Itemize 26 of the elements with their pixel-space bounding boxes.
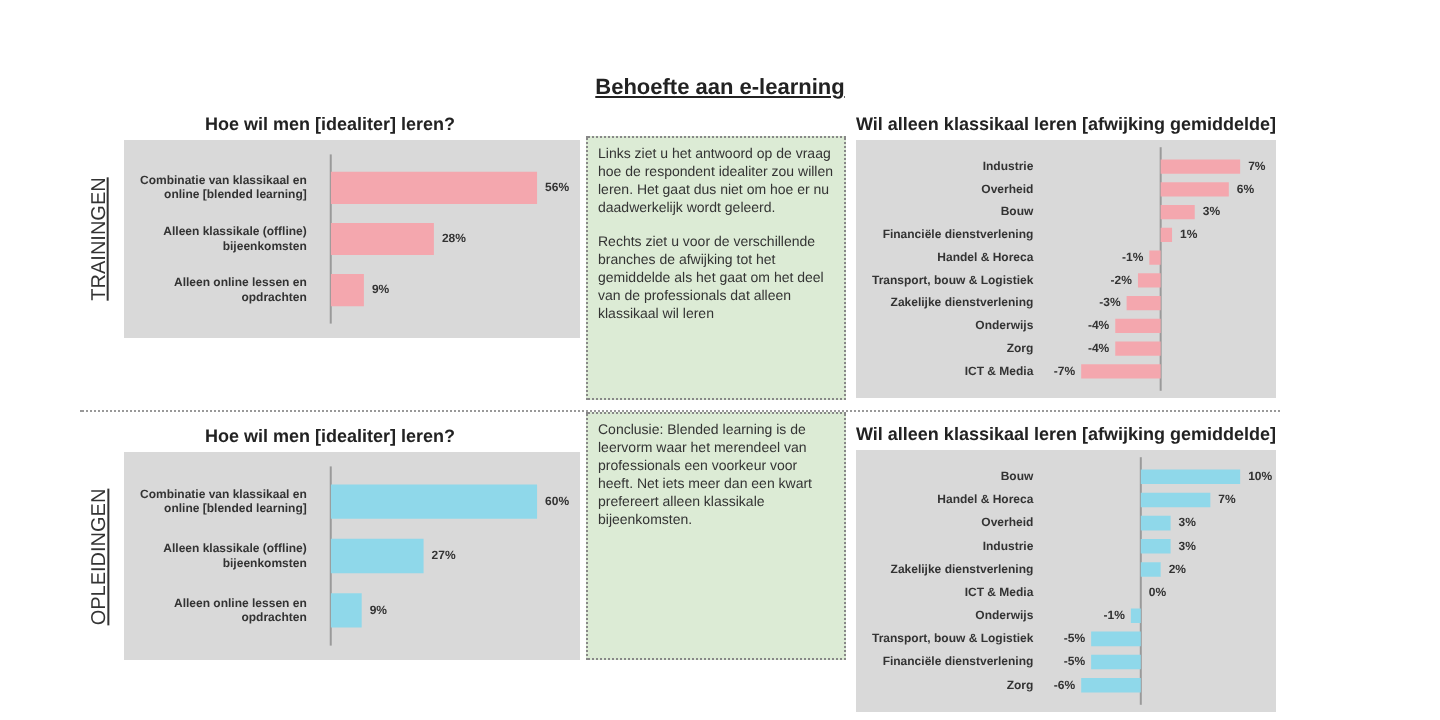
bar	[1140, 562, 1161, 577]
text: Behoefte aan e-learning	[593, 76, 847, 100]
bar	[1126, 295, 1161, 311]
bar	[1081, 677, 1141, 693]
bar	[1115, 318, 1161, 334]
bar	[1137, 273, 1161, 288]
bar	[1160, 159, 1241, 174]
bar	[1091, 631, 1141, 647]
bar	[1149, 250, 1161, 265]
y-axis-title: OPLEIDINGEN	[89, 487, 112, 625]
bar	[1140, 538, 1171, 554]
bar	[1115, 341, 1161, 356]
bar	[1160, 204, 1195, 220]
chart-title: Wil alleen klassikaal leren [afwijking gemiddelde]	[856, 112, 1276, 138]
chart-title: Hoe wil men [idealiter] leren?	[202, 424, 458, 450]
chart-title: Hoe wil men [idealiter] leren?	[202, 112, 458, 138]
bar	[1140, 492, 1211, 508]
y-axis-title: TRAININGEN	[89, 177, 112, 301]
bar	[1081, 364, 1161, 379]
bar	[1091, 654, 1141, 670]
bar	[1160, 182, 1229, 197]
chart-title: Wil alleen klassikaal leren [afwijking gemiddelde]	[856, 422, 1276, 448]
bar	[1140, 515, 1171, 531]
bar	[1140, 469, 1241, 485]
bar	[1160, 227, 1173, 243]
bar	[1130, 608, 1141, 624]
